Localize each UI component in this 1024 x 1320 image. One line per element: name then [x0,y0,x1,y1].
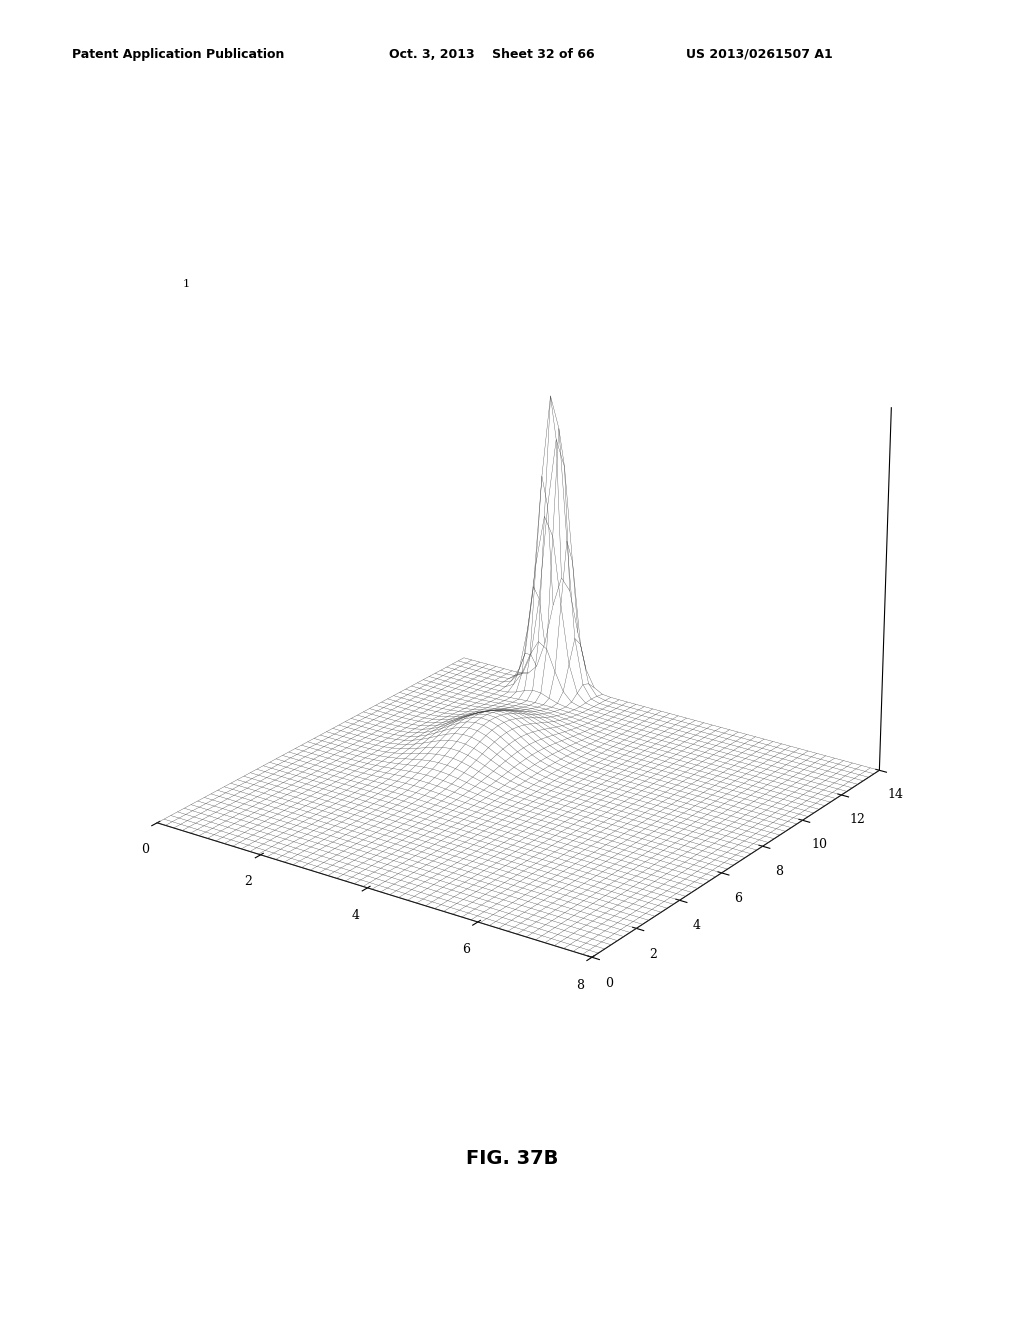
Text: US 2013/0261507 A1: US 2013/0261507 A1 [686,48,833,61]
Text: 1: 1 [182,279,189,289]
Text: FIG. 37B: FIG. 37B [466,1150,558,1168]
Text: Oct. 3, 2013    Sheet 32 of 66: Oct. 3, 2013 Sheet 32 of 66 [389,48,595,61]
Text: Patent Application Publication: Patent Application Publication [72,48,284,61]
